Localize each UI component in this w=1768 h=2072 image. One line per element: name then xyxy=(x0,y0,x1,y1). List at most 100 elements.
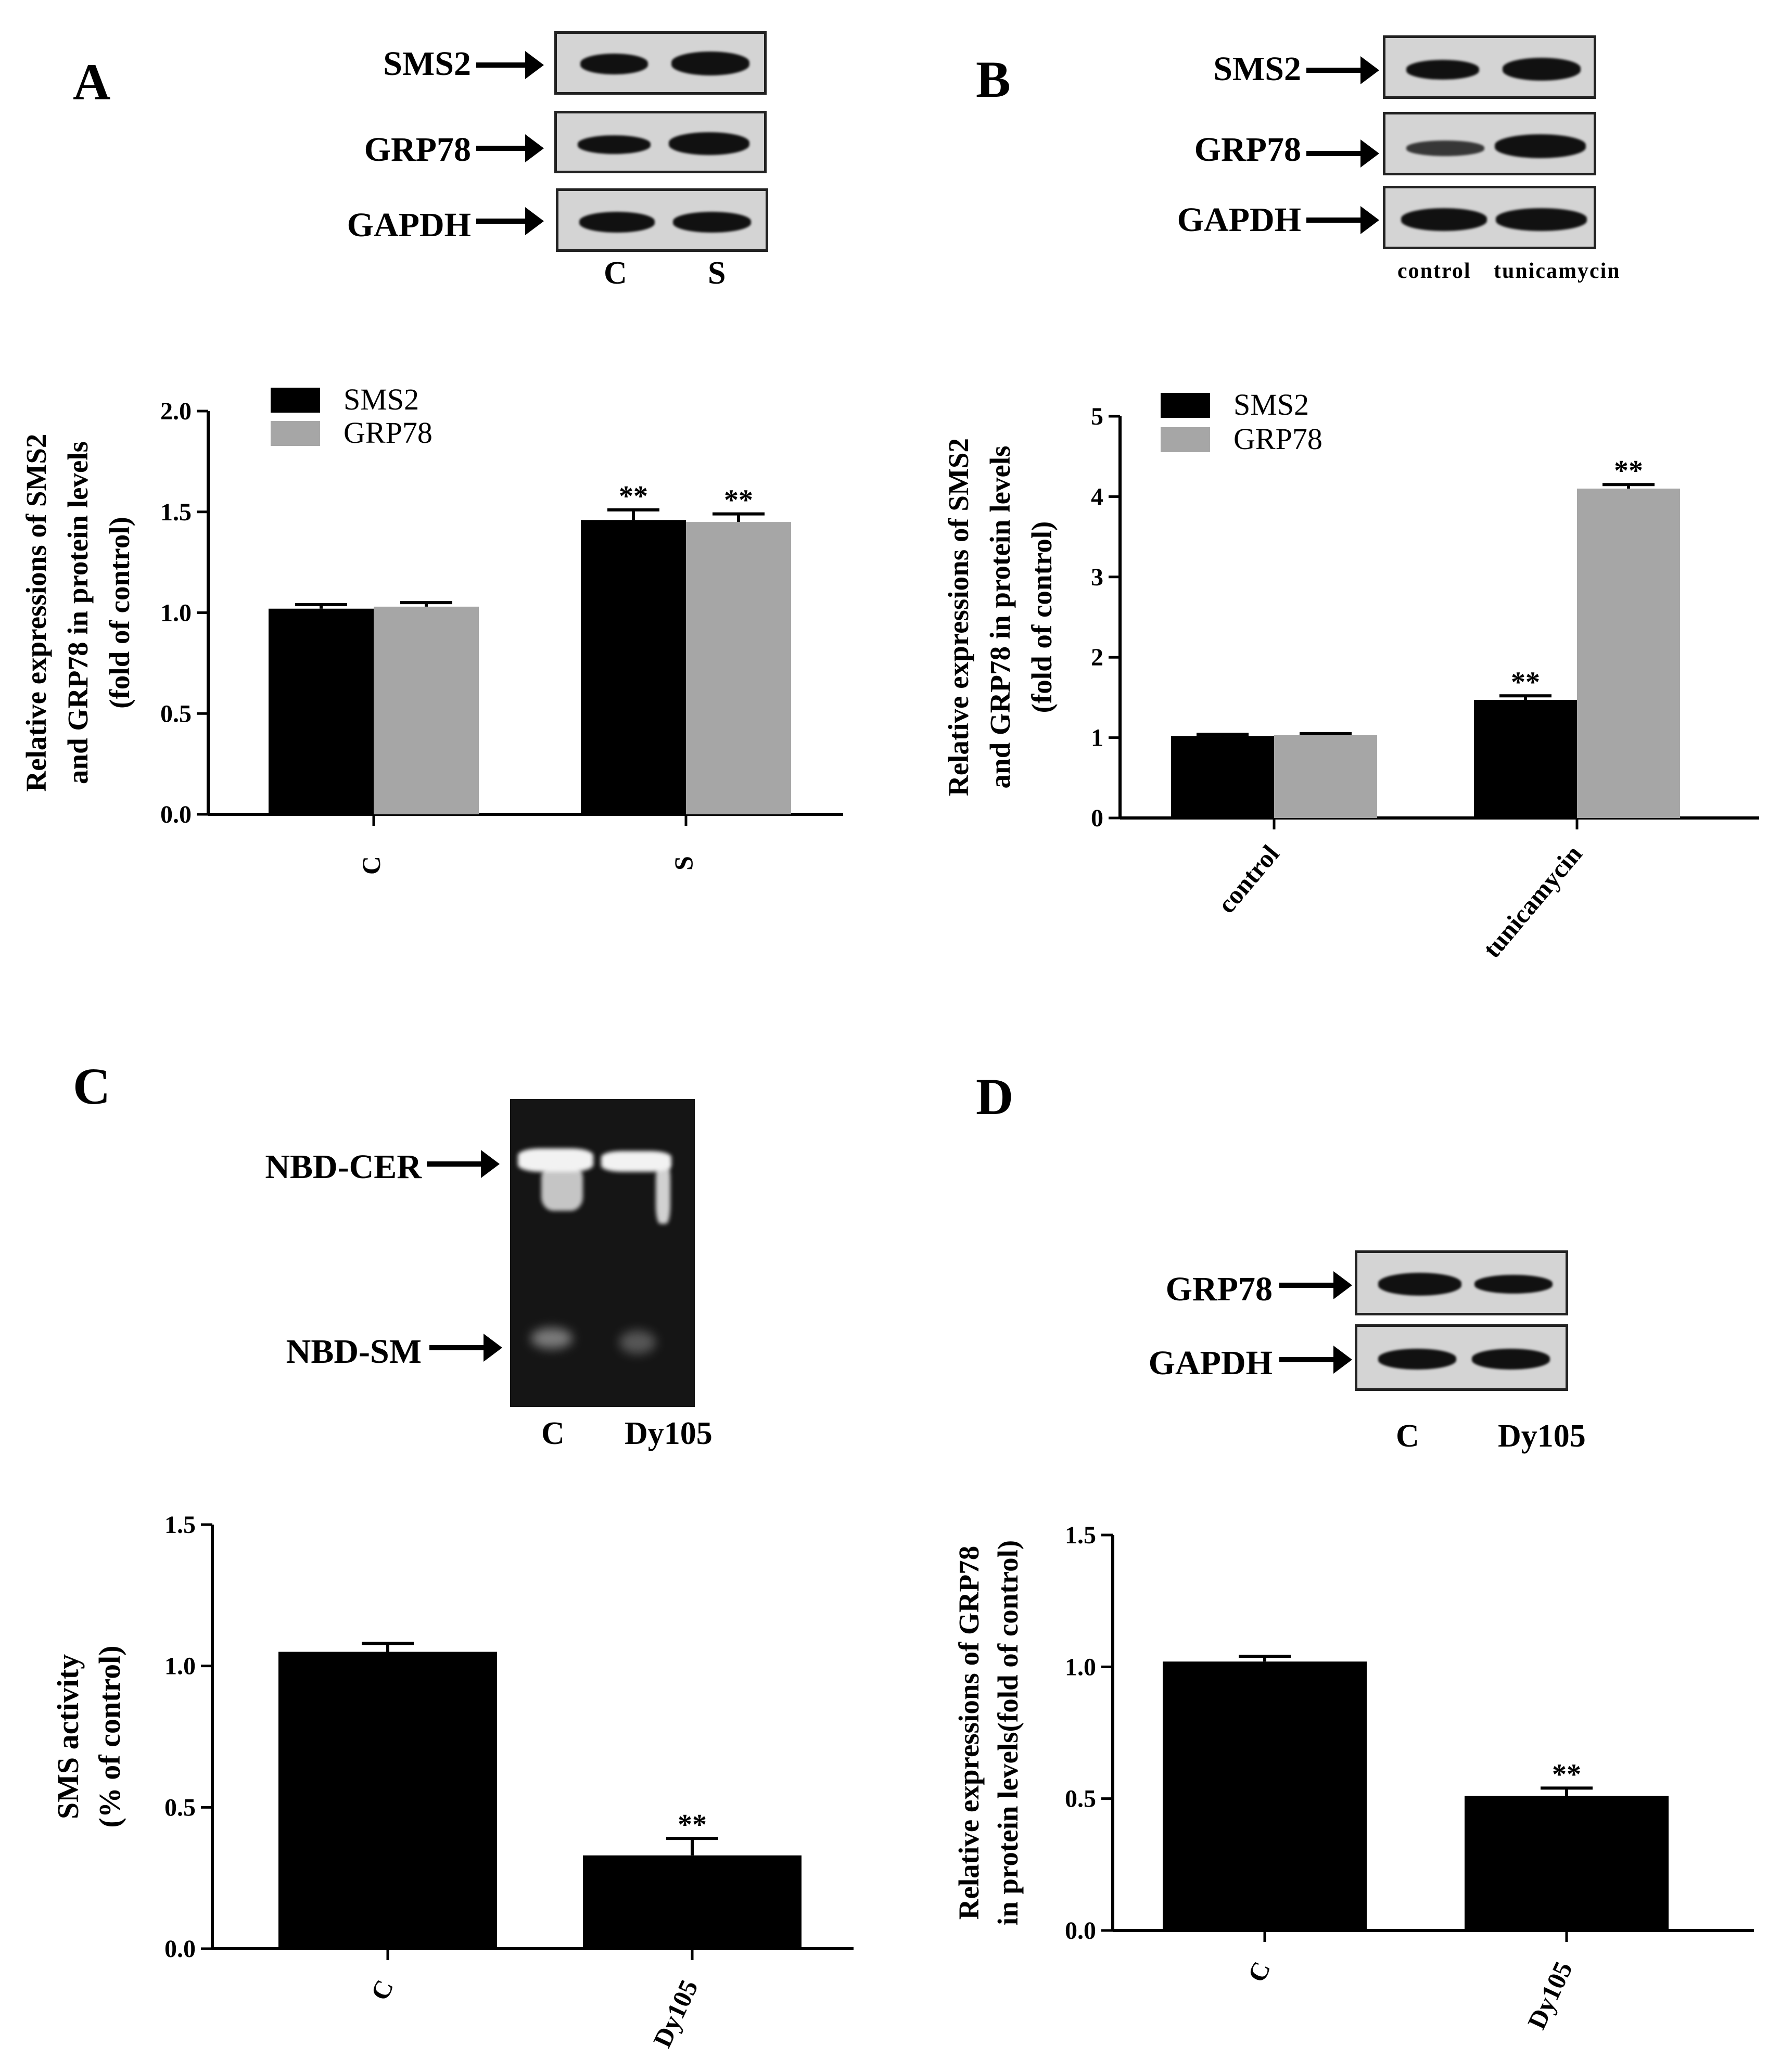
y-tick-label: 0.5 xyxy=(164,1794,196,1821)
significance-marker: ** xyxy=(678,1809,707,1841)
tlc-plate-image xyxy=(510,1099,695,1407)
x-tick-label: C xyxy=(365,1975,399,2004)
y-tick-label: 1 xyxy=(1091,724,1103,752)
tlc-label-nbd-cer: NBD-CER xyxy=(265,1148,422,1186)
lane-label-c: C xyxy=(604,255,627,291)
arrow-icon xyxy=(476,207,544,235)
bar xyxy=(374,606,479,814)
legend-swatch xyxy=(1161,393,1210,418)
blot-label-sms2: SMS2 xyxy=(383,45,471,83)
x-tick-label: C xyxy=(1242,1957,1276,1986)
bar xyxy=(583,1855,802,1949)
band xyxy=(1495,134,1586,158)
y-axis-label: in protein levels(fold of control) xyxy=(992,1540,1024,1925)
band xyxy=(1378,1349,1456,1370)
blot-strip-gapdh xyxy=(1355,1324,1568,1391)
band xyxy=(1406,140,1484,156)
band xyxy=(1474,1275,1553,1294)
y-tick-label: 0.0 xyxy=(160,801,192,828)
significance-marker: ** xyxy=(1552,1758,1581,1790)
y-tick-label: 4 xyxy=(1091,483,1103,510)
tlc-spot xyxy=(531,1328,573,1349)
legend-label: SMS2 xyxy=(344,382,419,416)
arrow-icon xyxy=(427,1150,500,1178)
y-tick-label: 0.5 xyxy=(160,700,192,727)
y-tick-label: 5 xyxy=(1091,403,1103,430)
blot-label-grp78: GRP78 xyxy=(1165,1270,1273,1308)
significance-marker: ** xyxy=(619,480,648,513)
y-axis-label: and GRP78 in protein levels xyxy=(984,445,1016,788)
arrow-icon xyxy=(476,51,544,79)
y-tick-label: 2.0 xyxy=(160,398,192,425)
bar xyxy=(1474,700,1577,818)
blot-strip-gapdh xyxy=(556,188,768,252)
bar-chart-c: 0.0 0.5 1.0 1.5 SMS activity (% of control) C *… xyxy=(51,1511,854,2052)
x-tick-label: Dy105 xyxy=(1522,1957,1578,2033)
bar-chart-a: 0.0 0.5 1.0 1.5 2.0 Relative expressions of S… xyxy=(20,382,843,875)
significance-marker: ** xyxy=(724,484,753,517)
lane-label-c: C xyxy=(541,1416,565,1451)
y-tick-label: 1.5 xyxy=(1065,1521,1096,1549)
bar-chart-d: 0.0 0.5 1.0 1.5 Relative expressions of GRP7… xyxy=(953,1521,1754,2033)
band xyxy=(578,135,651,154)
x-tick-label: Dy105 xyxy=(647,1975,704,2052)
bar xyxy=(278,1652,497,1949)
arrow-icon xyxy=(476,134,544,162)
panel-letter-c: C xyxy=(73,1057,111,1115)
band xyxy=(1496,208,1587,231)
x-tick-label: S xyxy=(669,856,698,871)
arrow-icon xyxy=(1306,206,1379,234)
panel-letter-a: A xyxy=(73,53,111,111)
y-tick-label: 0.0 xyxy=(1065,1917,1096,1945)
y-axis-label: SMS activity xyxy=(51,1654,85,1819)
band xyxy=(579,212,655,233)
bar xyxy=(581,520,686,814)
y-axis-label: and GRP78 in protein levels xyxy=(62,441,94,784)
y-tick-label: 0 xyxy=(1091,804,1103,832)
blot-label-gapdh: GAPDH xyxy=(1148,1344,1273,1382)
x-tick-label: tunicamycin xyxy=(1477,839,1588,963)
arrow-icon xyxy=(429,1334,502,1362)
tlc-spot xyxy=(541,1164,583,1211)
tlc-spot xyxy=(619,1331,656,1354)
y-axis-label: Relative expressions of GRP78 xyxy=(953,1546,985,1920)
legend-label: SMS2 xyxy=(1233,388,1309,421)
bar-chart-b: 0 1 2 3 4 5 Relative expressions of SMS2 and GR… xyxy=(943,388,1759,963)
y-axis-label: Relative expressions of SMS2 xyxy=(20,434,52,792)
band xyxy=(1401,208,1487,231)
blot-strip-sms2 xyxy=(554,31,767,95)
legend-swatch xyxy=(1161,427,1210,452)
arrow-icon xyxy=(1279,1271,1352,1299)
y-axis-label: (fold of control) xyxy=(104,517,135,709)
band xyxy=(671,52,749,75)
y-tick-label: 0.0 xyxy=(164,1935,196,1963)
arrow-icon xyxy=(1306,56,1379,84)
legend-swatch xyxy=(271,388,320,413)
band xyxy=(669,132,749,155)
tlc-label-nbd-sm: NBD-SM xyxy=(286,1333,422,1371)
blot-strip-grp78 xyxy=(1383,112,1596,175)
lane-label-tunicamycin: tunicamycin xyxy=(1494,259,1621,283)
blot-label-sms2: SMS2 xyxy=(1213,50,1301,88)
band xyxy=(1472,1349,1550,1370)
significance-marker: ** xyxy=(1511,666,1540,698)
blot-strip-grp78 xyxy=(1355,1250,1568,1315)
blot-label-gapdh: GAPDH xyxy=(347,206,471,244)
band xyxy=(1406,60,1479,80)
y-tick-label: 1.5 xyxy=(160,498,192,526)
band xyxy=(673,212,751,233)
y-tick-label: 1.0 xyxy=(160,599,192,627)
bar xyxy=(1163,1661,1367,1930)
panel-letter-d: D xyxy=(976,1068,1014,1125)
band xyxy=(580,54,648,74)
y-tick-label: 2 xyxy=(1091,644,1103,671)
panel-letter-b: B xyxy=(976,50,1011,108)
lane-label-dy105: Dy105 xyxy=(1498,1418,1586,1454)
y-tick-label: 1.0 xyxy=(1065,1653,1096,1681)
lane-label-control: control xyxy=(1397,259,1471,283)
legend-label: GRP78 xyxy=(1233,422,1322,456)
legend-swatch xyxy=(271,421,320,446)
bar xyxy=(1171,736,1274,818)
blot-label-grp78: GRP78 xyxy=(364,131,471,169)
lane-label-c: C xyxy=(1396,1418,1419,1454)
